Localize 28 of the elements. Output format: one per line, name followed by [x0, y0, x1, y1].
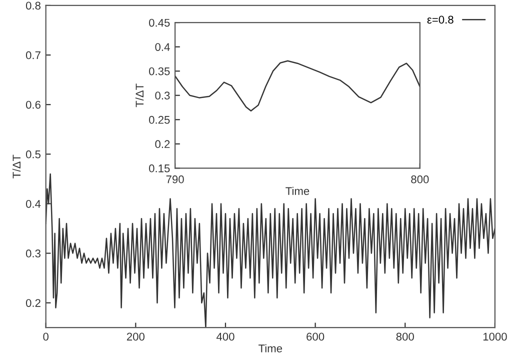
legend-label: ε=0.8: [427, 16, 454, 24]
y-axis-title: T/ΔT: [135, 84, 144, 108]
x-tick-label: 800: [396, 332, 414, 341]
y-tick-label: 0.8: [26, 2, 41, 10]
line-series: [175, 60, 420, 112]
y-tick-label: 0.2: [155, 140, 170, 148]
x-axis-title: Time: [258, 344, 282, 352]
y-tick-label: 0.3: [155, 92, 170, 100]
y-tick-label: 0.35: [149, 67, 170, 76]
y-axis-title: T/ΔT: [12, 154, 21, 178]
x-tick-label: 400: [216, 332, 234, 341]
y-tick-label: 0.5: [26, 150, 41, 158]
y-tick-label: 0.2: [26, 299, 40, 307]
x-tick-label: 800: [411, 175, 429, 184]
y-tick-label: 0.4: [26, 200, 41, 208]
x-tick-label: 790: [166, 175, 184, 184]
x-tick-label: 1000: [483, 332, 507, 341]
y-tick-label: 0.45: [149, 18, 170, 27]
y-tick-label: 0.7: [26, 51, 40, 60]
x-tick-label: 600: [306, 332, 324, 341]
y-tick-label: 0.25: [149, 116, 170, 124]
x-tick-label: 0: [43, 332, 49, 341]
y-tick-label: 0.4: [155, 43, 170, 51]
y-tick-label: 0.3: [26, 250, 40, 258]
y-tick-label: 0.15: [149, 164, 170, 172]
x-tick-label: 200: [126, 332, 145, 341]
x-axis-title: Time: [286, 186, 310, 196]
y-tick-label: 0.6: [26, 100, 40, 109]
